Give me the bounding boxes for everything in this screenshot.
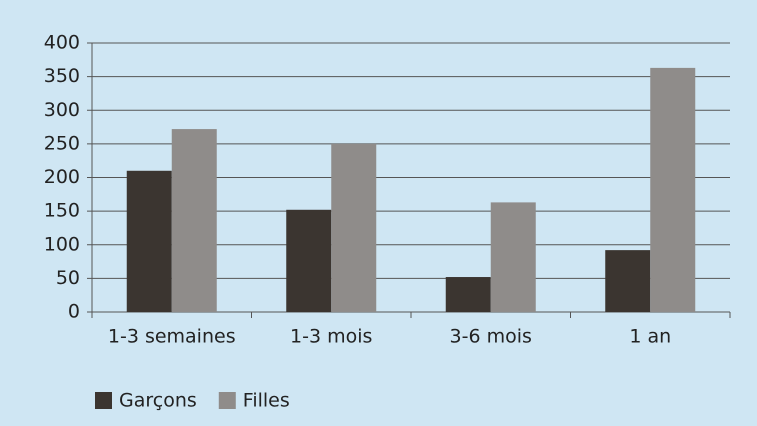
y-tick-label: 50 xyxy=(56,267,80,289)
y-tick-label: 150 xyxy=(44,200,80,222)
bar xyxy=(445,277,491,312)
bar xyxy=(331,143,377,312)
bar xyxy=(490,202,536,312)
bar xyxy=(286,209,332,312)
y-tick-label: 400 xyxy=(44,32,80,54)
y-tick-label: 200 xyxy=(44,166,80,188)
bar xyxy=(126,170,172,312)
bar xyxy=(650,67,696,312)
bar xyxy=(605,250,651,312)
x-tick-label: 1 an xyxy=(629,326,671,348)
legend-swatch xyxy=(218,392,236,409)
legend-label: Filles xyxy=(243,390,290,412)
x-tick-label: 1-3 mois xyxy=(290,326,372,348)
y-tick-label: 350 xyxy=(44,65,80,87)
y-tick-label: 300 xyxy=(44,99,80,121)
legend-swatch xyxy=(95,392,112,409)
bar xyxy=(171,129,217,312)
legend-label: Garçons xyxy=(119,390,197,412)
x-tick-label: 3-6 mois xyxy=(450,326,532,348)
x-tick-label: 1-3 semaines xyxy=(108,326,236,348)
y-tick-label: 100 xyxy=(44,233,80,255)
y-tick-label: 0 xyxy=(68,301,80,323)
y-tick-label: 250 xyxy=(44,132,80,154)
